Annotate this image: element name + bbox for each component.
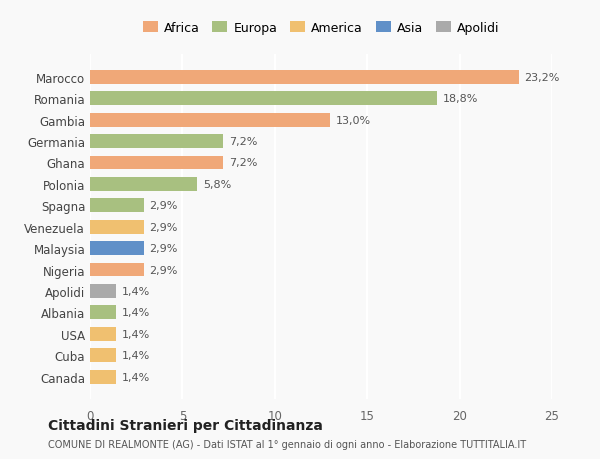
Text: 23,2%: 23,2% [524,73,560,83]
Bar [90,327,116,341]
Bar [90,113,330,127]
Text: Cittadini Stranieri per Cittadinanza: Cittadini Stranieri per Cittadinanza [48,418,323,432]
Bar [90,92,437,106]
Bar [90,135,223,149]
Text: COMUNE DI REALMONTE (AG) - Dati ISTAT al 1° gennaio di ogni anno - Elaborazione : COMUNE DI REALMONTE (AG) - Dati ISTAT al… [48,440,526,449]
Text: 5,8%: 5,8% [203,179,231,190]
Text: 1,4%: 1,4% [121,350,149,360]
Text: 1,4%: 1,4% [121,286,149,296]
Text: 2,9%: 2,9% [149,244,178,253]
Bar [90,370,116,384]
Text: 2,9%: 2,9% [149,201,178,211]
Text: 1,4%: 1,4% [121,372,149,382]
Bar [90,306,116,319]
Text: 7,2%: 7,2% [229,158,257,168]
Bar [90,284,116,298]
Bar [90,220,143,234]
Text: 1,4%: 1,4% [121,329,149,339]
Text: 7,2%: 7,2% [229,137,257,147]
Bar [90,241,143,256]
Bar [90,178,197,191]
Text: 13,0%: 13,0% [336,115,371,125]
Legend: Africa, Europa, America, Asia, Apolidi: Africa, Europa, America, Asia, Apolidi [138,17,504,39]
Text: 2,9%: 2,9% [149,265,178,275]
Text: 1,4%: 1,4% [121,308,149,318]
Text: 18,8%: 18,8% [443,94,478,104]
Bar [90,263,143,277]
Bar [90,199,143,213]
Bar [90,156,223,170]
Text: 2,9%: 2,9% [149,222,178,232]
Bar [90,348,116,362]
Bar [90,71,519,84]
